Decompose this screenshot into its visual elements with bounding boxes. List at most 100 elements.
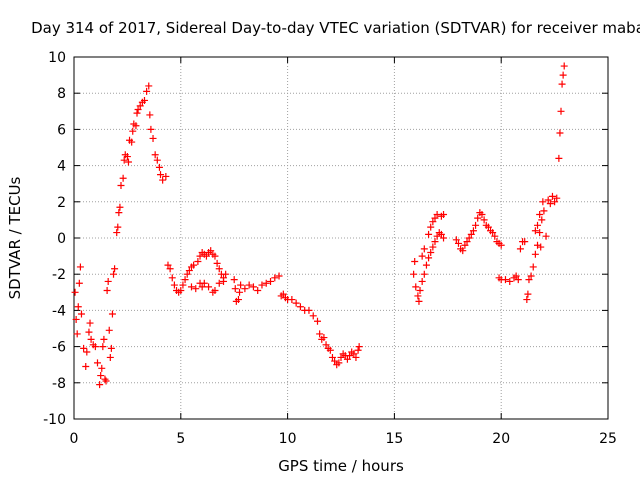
data-point [119,174,127,182]
data-point [155,163,163,171]
data-point [478,210,486,218]
data-point [162,172,170,180]
data-point [422,261,430,269]
data-point [305,306,313,314]
data-point [411,258,419,266]
data-point [97,372,105,380]
data-point [527,272,535,280]
data-point [87,335,95,343]
data-point [491,232,499,240]
y-tick-label: 10 [48,50,66,66]
data-point [292,299,300,307]
x-tick-label: 25 [599,431,617,447]
data-point [104,277,112,285]
data-point [557,107,565,115]
data-point [220,277,228,285]
data-point [207,247,215,255]
data-point [433,210,441,218]
data-point [521,238,529,246]
data-point [211,252,219,260]
data-point [234,296,242,304]
data-point [198,283,206,291]
data-point [136,102,144,110]
data-point [459,247,467,255]
data-point [72,315,80,323]
data-point [82,363,90,371]
data-point [132,122,140,130]
data-point [440,234,448,242]
data-point [110,270,118,278]
data-point [427,223,435,231]
data-point [416,286,424,294]
y-tick-label: -10 [43,412,66,428]
data-point [539,198,547,206]
data-point [320,334,328,342]
data-point [147,125,155,133]
data-point [194,258,202,266]
data-point [512,272,520,280]
y-tick-label: 2 [57,195,66,211]
data-point [111,265,119,273]
data-point [145,82,153,90]
data-point [211,286,219,294]
data-point [534,241,542,249]
data-point [159,176,167,184]
data-point [469,227,477,235]
data-point [170,281,178,289]
axis-ticks: 0 5 10 15 20 25 -10 -8 -6 -4 -2 0 2 4 6 8 10 [43,50,617,447]
data-points [71,62,568,389]
x-tick-label: 5 [176,431,185,447]
data-point [343,355,351,363]
data-point [236,288,244,296]
data-point [516,245,524,253]
data-point [241,285,249,293]
data-point [140,96,148,104]
data-point [429,218,437,226]
data-point [77,310,85,318]
chart-title: Day 314 of 2017, Sidereal Day-to-day VTE… [31,19,640,37]
data-point [73,330,81,338]
data-point [86,319,94,327]
data-point [326,346,334,354]
data-point [107,344,115,352]
data-point [177,286,185,294]
data-point [420,270,428,278]
data-point [529,263,537,271]
data-point [531,227,539,235]
data-point [551,198,559,206]
data-point [429,243,437,251]
data-point [497,241,505,249]
series-maba [71,62,568,389]
data-point [335,359,343,367]
data-point [120,156,128,164]
data-point [350,350,358,358]
data-point [231,285,239,293]
data-point [98,364,106,372]
data-point [537,243,545,251]
data-point [85,328,93,336]
data-point [134,105,142,113]
data-point [222,270,230,278]
data-point [124,158,132,166]
data-point [230,276,238,284]
data-point [420,245,428,253]
data-point [168,274,176,282]
data-point [531,250,539,258]
data-point [480,216,488,224]
data-point [196,252,204,260]
data-point [461,241,469,249]
data-point [262,279,270,287]
y-tick-label: 0 [57,231,66,247]
data-point [544,196,552,204]
data-point [100,335,108,343]
data-point [467,230,475,238]
data-point [279,290,287,298]
data-point [556,129,564,137]
data-point [560,62,568,70]
data-point [164,261,172,269]
y-tick-label: -4 [52,303,66,319]
data-point [558,80,566,88]
data-point [129,127,137,135]
y-axis-label: SDTVAR / TECUs [6,176,24,299]
